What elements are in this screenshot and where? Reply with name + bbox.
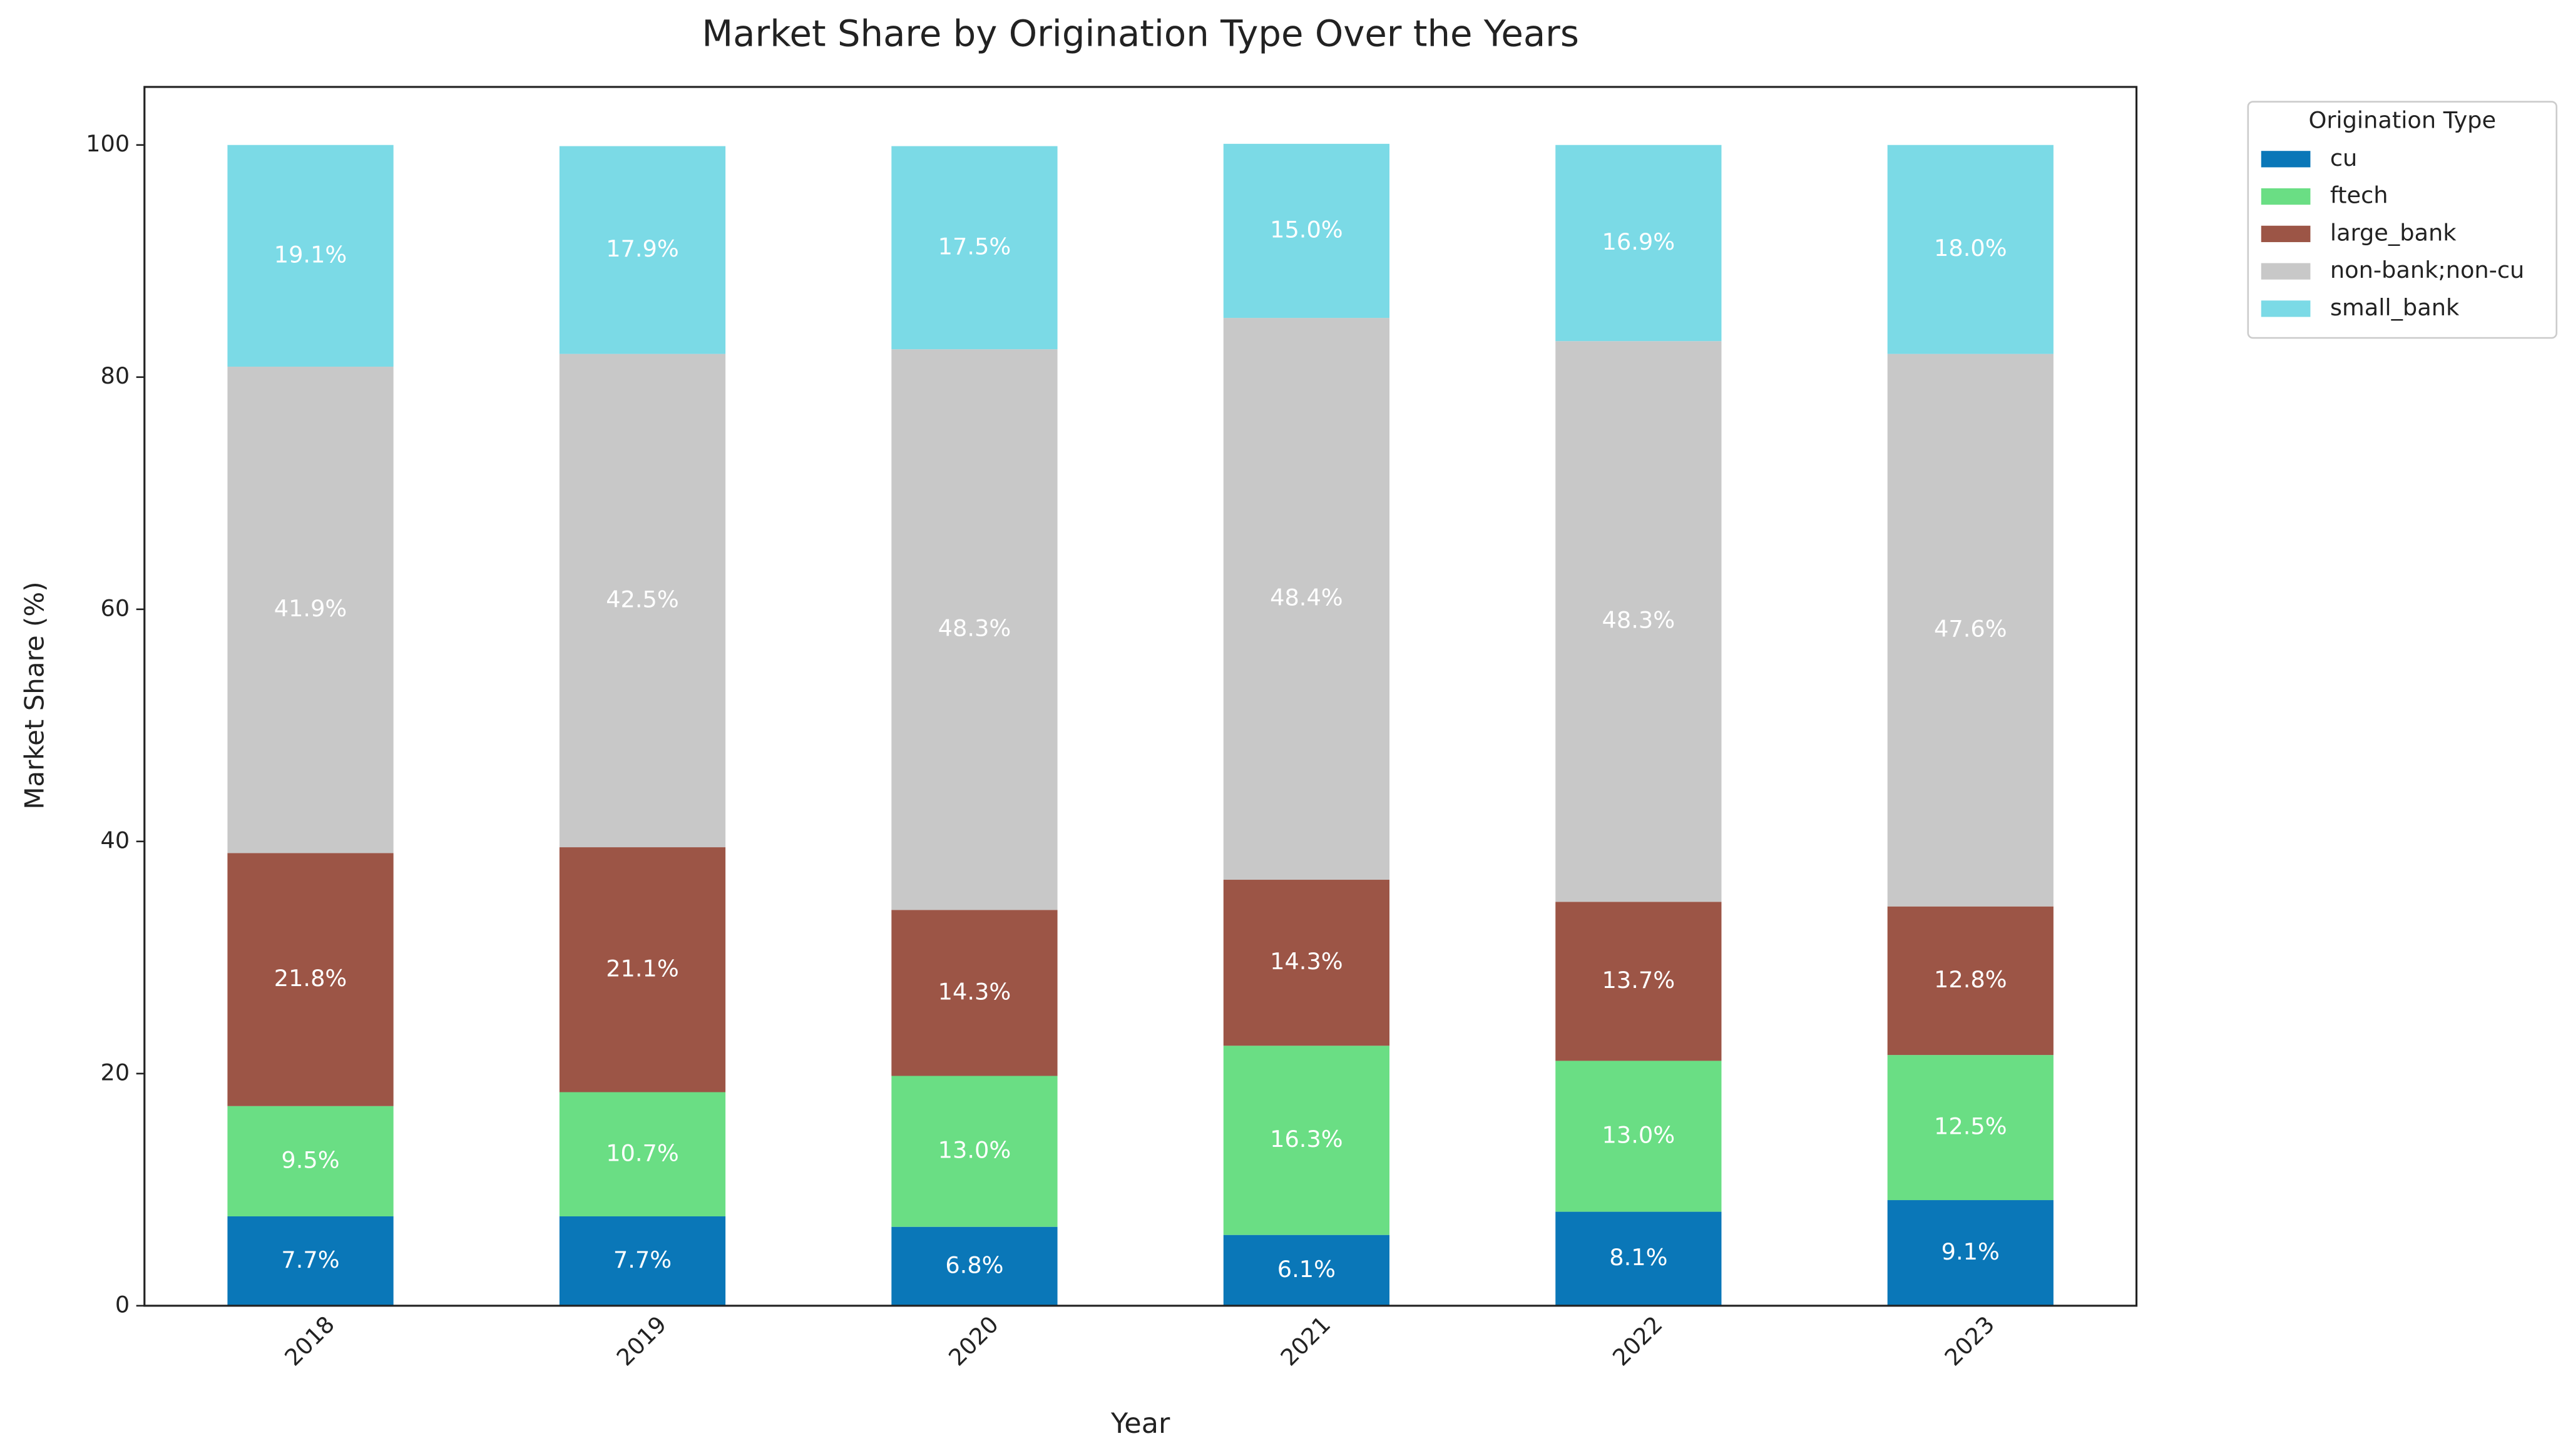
value-label: 16.9% bbox=[1602, 228, 1675, 255]
value-label: 48.3% bbox=[1602, 607, 1675, 634]
legend-swatch bbox=[2261, 300, 2311, 317]
value-label: 18.0% bbox=[1934, 235, 2007, 262]
legend-label: ftech bbox=[2330, 182, 2388, 209]
bar-segment bbox=[891, 1226, 1058, 1306]
value-label: 8.1% bbox=[1609, 1244, 1667, 1271]
bar-segment bbox=[891, 1076, 1058, 1227]
value-label: 9.1% bbox=[1941, 1238, 2000, 1265]
value-label: 6.1% bbox=[1277, 1256, 1336, 1283]
legend-label: small_bank bbox=[2330, 294, 2460, 321]
legend-label: large_bank bbox=[2330, 219, 2457, 246]
value-label: 21.1% bbox=[606, 955, 679, 982]
bar-segment bbox=[891, 146, 1058, 350]
bar-segment bbox=[227, 1216, 394, 1306]
legend-swatch bbox=[2261, 263, 2311, 280]
value-label: 13.7% bbox=[1602, 967, 1675, 994]
bar-segment bbox=[891, 349, 1058, 910]
legend-label: non-bank;non-cu bbox=[2330, 257, 2524, 283]
value-label: 6.8% bbox=[945, 1251, 1003, 1278]
y-axis-label: Market Share (%) bbox=[19, 581, 49, 809]
bar-segment bbox=[227, 367, 394, 853]
bar-segment bbox=[1887, 906, 2054, 1056]
value-label: 16.3% bbox=[1270, 1126, 1343, 1153]
bar-segment bbox=[1223, 143, 1390, 318]
bar-segment bbox=[1555, 902, 1722, 1061]
bar-segment bbox=[1223, 1046, 1390, 1235]
bar-segment bbox=[227, 1106, 394, 1217]
value-label: 41.9% bbox=[274, 595, 347, 622]
y-tick-label: 80 bbox=[101, 362, 130, 389]
plot-frame bbox=[143, 86, 2138, 1307]
bar-segment bbox=[1223, 1235, 1390, 1306]
y-tick-label: 20 bbox=[101, 1059, 130, 1086]
bar-segment bbox=[227, 145, 394, 367]
bar-segment bbox=[559, 1216, 726, 1306]
value-label: 10.7% bbox=[606, 1139, 679, 1166]
bar-segment bbox=[559, 847, 726, 1092]
value-label: 14.3% bbox=[1270, 948, 1343, 975]
value-label: 42.5% bbox=[606, 586, 679, 613]
bar-segment bbox=[1555, 145, 1722, 342]
value-label: 17.9% bbox=[606, 235, 679, 262]
value-label: 12.5% bbox=[1934, 1113, 2007, 1140]
bar-segment bbox=[1223, 880, 1390, 1046]
legend-box bbox=[2247, 101, 2557, 339]
value-label: 14.3% bbox=[938, 978, 1011, 1005]
bar-segment bbox=[1887, 1200, 2054, 1306]
value-label: 7.7% bbox=[281, 1246, 339, 1273]
value-label: 48.3% bbox=[938, 615, 1011, 642]
legend-title: Origination Type bbox=[2308, 107, 2496, 134]
value-label: 47.6% bbox=[1934, 616, 2007, 643]
y-tick-label: 40 bbox=[101, 827, 130, 853]
y-tick-label: 0 bbox=[115, 1291, 130, 1318]
y-tick-label: 100 bbox=[86, 130, 130, 157]
value-label: 15.0% bbox=[1270, 216, 1343, 243]
bar-segment bbox=[1555, 1211, 1722, 1306]
bar-segment bbox=[559, 1092, 726, 1217]
value-label: 7.7% bbox=[613, 1246, 672, 1273]
legend-swatch bbox=[2261, 151, 2311, 168]
y-tick-label: 60 bbox=[101, 594, 130, 621]
bar-segment bbox=[1555, 1061, 1722, 1212]
value-label: 17.5% bbox=[938, 233, 1011, 260]
legend-swatch bbox=[2261, 188, 2311, 205]
value-label: 19.1% bbox=[274, 241, 347, 268]
value-label: 9.5% bbox=[281, 1146, 339, 1173]
legend-label: cu bbox=[2330, 145, 2357, 171]
bar-segment bbox=[1555, 341, 1722, 902]
value-label: 21.8% bbox=[274, 965, 347, 992]
legend-swatch bbox=[2261, 225, 2311, 242]
bar-segment bbox=[1887, 1055, 2054, 1201]
bar-segment bbox=[1223, 318, 1390, 880]
value-label: 48.4% bbox=[1270, 584, 1343, 611]
bar-segment bbox=[559, 354, 726, 848]
bar-segment bbox=[891, 910, 1058, 1076]
value-label: 13.0% bbox=[938, 1137, 1011, 1164]
bar-segment bbox=[1887, 354, 2054, 907]
bar-segment bbox=[559, 146, 726, 354]
value-label: 12.8% bbox=[1934, 966, 2007, 993]
x-axis-label: Year bbox=[1110, 1407, 1170, 1440]
bar-segment bbox=[227, 853, 394, 1106]
chart-title: Market Share by Origination Type Over th… bbox=[702, 12, 1578, 54]
bar-segment bbox=[1887, 145, 2054, 354]
value-label: 13.0% bbox=[1602, 1122, 1675, 1149]
